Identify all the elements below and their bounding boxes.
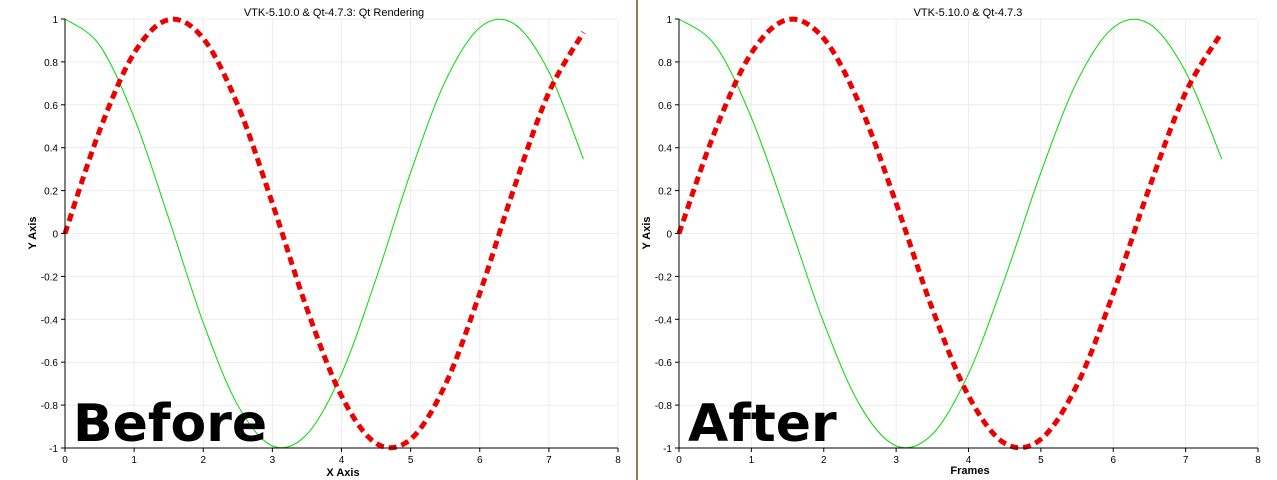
y-tick-label: 1 — [666, 15, 672, 26]
y-tick-label: 0 — [52, 230, 58, 241]
before-axes: 0 1 2 3 4 5 6 7 8 -1 -0.8 -0.6 -0.4 -0.2 0 0.2 0.4 0.6 0.8… — [41, 15, 621, 466]
after-grid — [679, 18, 1259, 448]
y-tick-label: -0.4 — [41, 315, 59, 326]
x-tick-label: 0 — [62, 455, 68, 466]
before-series — [62, 16, 586, 451]
x-tick-label: 5 — [408, 455, 414, 466]
y-tick-label: 0.4 — [44, 144, 58, 155]
x-tick-label: 2 — [200, 455, 206, 466]
y-tick-label: -0.2 — [655, 272, 673, 283]
x-tick-label: 5 — [1038, 455, 1044, 466]
x-tick-label: 4 — [966, 455, 972, 466]
y-tick-label: 1 — [52, 15, 58, 26]
y-tick-label: -1 — [49, 444, 58, 455]
green-solid-series-line — [64, 18, 584, 449]
y-tick-label: 0.4 — [658, 144, 672, 155]
x-tick-label: 8 — [615, 455, 621, 466]
y-tick-label: 0.8 — [658, 58, 672, 69]
y-tick-label: 0.2 — [658, 187, 672, 198]
y-axis-label: Y Axis — [27, 216, 39, 249]
panel-divider — [636, 0, 638, 480]
x-tick-label: 1 — [131, 455, 137, 466]
y-tick-label: -0.6 — [41, 358, 59, 369]
y-tick-label: -0.2 — [41, 272, 59, 283]
after-chart: 0 1 2 3 4 5 6 7 8 -1 -0.8 -0.6 -0.4 -0.2 0 0.2 0.4 0.6 0.8… — [641, 7, 1261, 477]
before-overlay-label: Before — [73, 394, 267, 454]
x-tick-label: 3 — [270, 455, 276, 466]
x-axis-label: X Axis — [326, 467, 359, 479]
y-tick-label: -0.6 — [655, 358, 673, 369]
x-tick-label: 6 — [477, 455, 483, 466]
y-tick-label: -1 — [663, 444, 672, 455]
y-tick-label: 0.6 — [658, 101, 672, 112]
before-grid — [65, 18, 619, 448]
after-overlay-label: After — [688, 394, 837, 454]
x-tick-label: 2 — [821, 455, 827, 466]
x-tick-label: 4 — [339, 455, 345, 466]
x-tick-label: 0 — [676, 455, 682, 466]
y-tick-label: 0.8 — [44, 58, 58, 69]
x-tick-label: 1 — [749, 455, 755, 466]
y-tick-label: -0.8 — [655, 401, 673, 412]
x-tick-label: 8 — [1255, 455, 1261, 466]
after-panel: 0 1 2 3 4 5 6 7 8 -1 -0.8 -0.6 -0.4 -0.2 0 0.2 0.4 0.6 0.8… — [638, 0, 1277, 480]
x-axis-label: Frames — [950, 465, 989, 477]
x-tick-label: 7 — [1183, 455, 1189, 466]
before-chart: 0 1 2 3 4 5 6 7 8 -1 -0.8 -0.6 -0.4 -0.2 0 0.2 0.4 0.6 0.8… — [27, 7, 621, 479]
after-axes: 0 1 2 3 4 5 6 7 8 -1 -0.8 -0.6 -0.4 -0.2 0 0.2 0.4 0.6 0.8… — [655, 15, 1261, 466]
after-series — [676, 16, 1224, 451]
y-tick-label: 0.6 — [44, 101, 58, 112]
y-axis-label: Y Axis — [641, 216, 653, 249]
chart-title: VTK-5.10.0 & Qt-4.7.3 — [914, 7, 1023, 19]
chart-title: VTK-5.10.0 & Qt-4.7.3: Qt Rendering — [244, 7, 424, 19]
y-tick-label: 0.2 — [44, 187, 58, 198]
y-tick-label: 0 — [666, 230, 672, 241]
y-tick-label: -0.4 — [655, 315, 673, 326]
green-solid-series-line — [678, 18, 1223, 449]
red-dashed-series-line — [62, 16, 586, 451]
x-tick-label: 6 — [1110, 455, 1116, 466]
before-panel: 0 1 2 3 4 5 6 7 8 -1 -0.8 -0.6 -0.4 -0.2 0 0.2 0.4 0.6 0.8… — [0, 0, 636, 480]
x-tick-label: 7 — [546, 455, 552, 466]
x-tick-label: 3 — [893, 455, 899, 466]
y-tick-label: -0.8 — [41, 401, 59, 412]
